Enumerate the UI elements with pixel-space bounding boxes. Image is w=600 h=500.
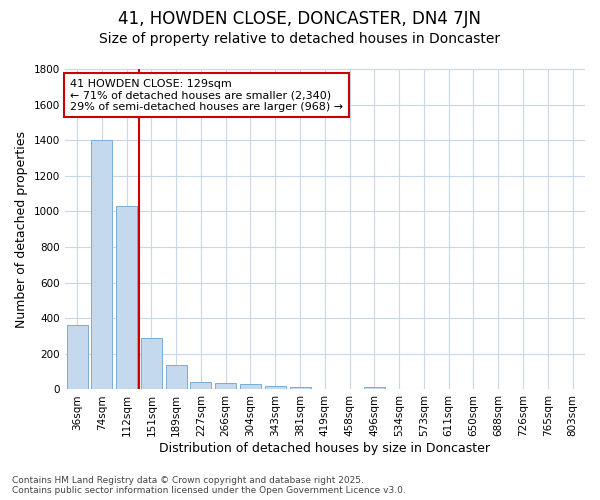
Bar bbox=[67, 326, 88, 390]
X-axis label: Distribution of detached houses by size in Doncaster: Distribution of detached houses by size … bbox=[160, 442, 490, 455]
Bar bbox=[116, 206, 137, 390]
Bar bbox=[364, 387, 385, 390]
Bar bbox=[215, 383, 236, 390]
Bar bbox=[91, 140, 112, 390]
Bar bbox=[240, 384, 261, 390]
Bar bbox=[166, 366, 187, 390]
Bar bbox=[190, 382, 211, 390]
Text: 41, HOWDEN CLOSE, DONCASTER, DN4 7JN: 41, HOWDEN CLOSE, DONCASTER, DN4 7JN bbox=[119, 10, 482, 28]
Bar bbox=[141, 338, 162, 390]
Y-axis label: Number of detached properties: Number of detached properties bbox=[15, 130, 28, 328]
Text: Size of property relative to detached houses in Doncaster: Size of property relative to detached ho… bbox=[100, 32, 500, 46]
Text: 41 HOWDEN CLOSE: 129sqm
← 71% of detached houses are smaller (2,340)
29% of semi: 41 HOWDEN CLOSE: 129sqm ← 71% of detache… bbox=[70, 78, 343, 112]
Text: Contains HM Land Registry data © Crown copyright and database right 2025.
Contai: Contains HM Land Registry data © Crown c… bbox=[12, 476, 406, 495]
Bar bbox=[290, 387, 311, 390]
Bar bbox=[265, 386, 286, 390]
